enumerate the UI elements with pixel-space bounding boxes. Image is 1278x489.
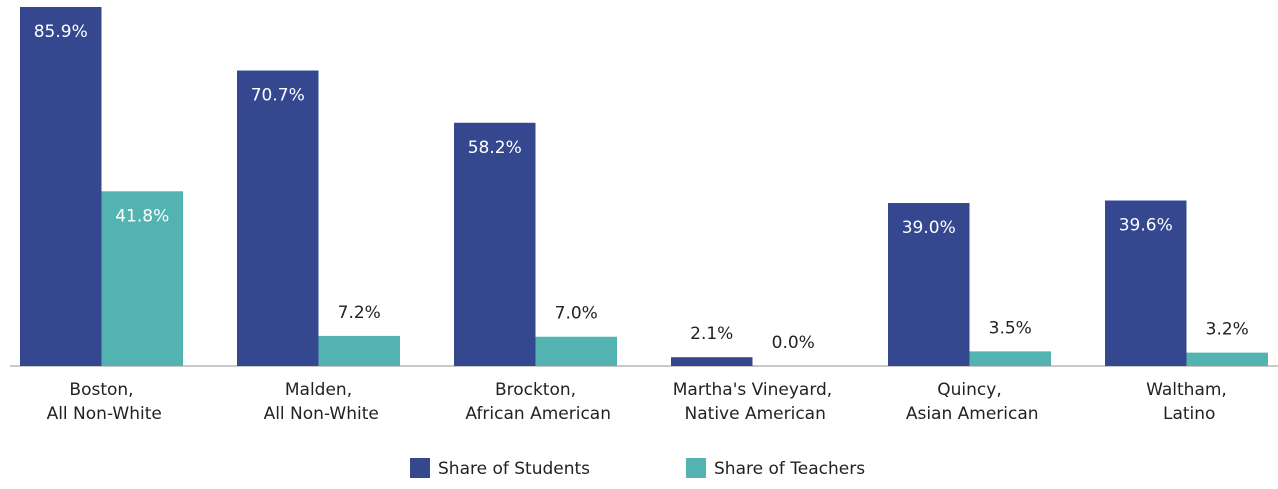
x-tick-label: Malden, All Non-White	[258, 380, 379, 424]
legend-label: Share of Students	[438, 459, 590, 479]
x-tick-label: Quincy, Asian American	[900, 380, 1038, 424]
x-tick-label: Martha's Vineyard, Native American	[673, 380, 832, 424]
value-label: 39.6%	[1119, 216, 1173, 236]
bar	[318, 335, 400, 366]
value-label: 58.2%	[468, 138, 522, 158]
value-label: 7.2%	[338, 303, 381, 323]
x-tick-label: Waltham, Latino	[1146, 380, 1227, 424]
bar	[101, 191, 183, 366]
value-label: 85.9%	[34, 22, 88, 42]
value-label: 39.0%	[902, 218, 956, 238]
bar	[1105, 200, 1187, 366]
bar	[237, 70, 319, 367]
bar	[1186, 352, 1268, 366]
value-label: 3.2%	[1206, 320, 1249, 340]
legend-label: Share of Teachers	[714, 459, 865, 479]
value-label: 7.0%	[555, 304, 598, 324]
value-label: 41.8%	[115, 206, 169, 226]
bar	[454, 122, 536, 366]
bar	[969, 351, 1051, 366]
value-label: 2.1%	[690, 324, 733, 344]
legend-swatch	[410, 458, 430, 478]
value-label: 3.5%	[989, 318, 1032, 338]
bar	[20, 7, 102, 366]
x-tick-label: Boston, All Non-White	[41, 380, 162, 424]
bar	[535, 336, 617, 366]
bar	[888, 203, 970, 366]
bar	[671, 357, 753, 366]
value-label: 70.7%	[251, 86, 305, 106]
x-tick-label: Brockton, African American	[460, 380, 611, 424]
legend-swatch	[686, 458, 706, 478]
value-label: 0.0%	[772, 333, 815, 353]
